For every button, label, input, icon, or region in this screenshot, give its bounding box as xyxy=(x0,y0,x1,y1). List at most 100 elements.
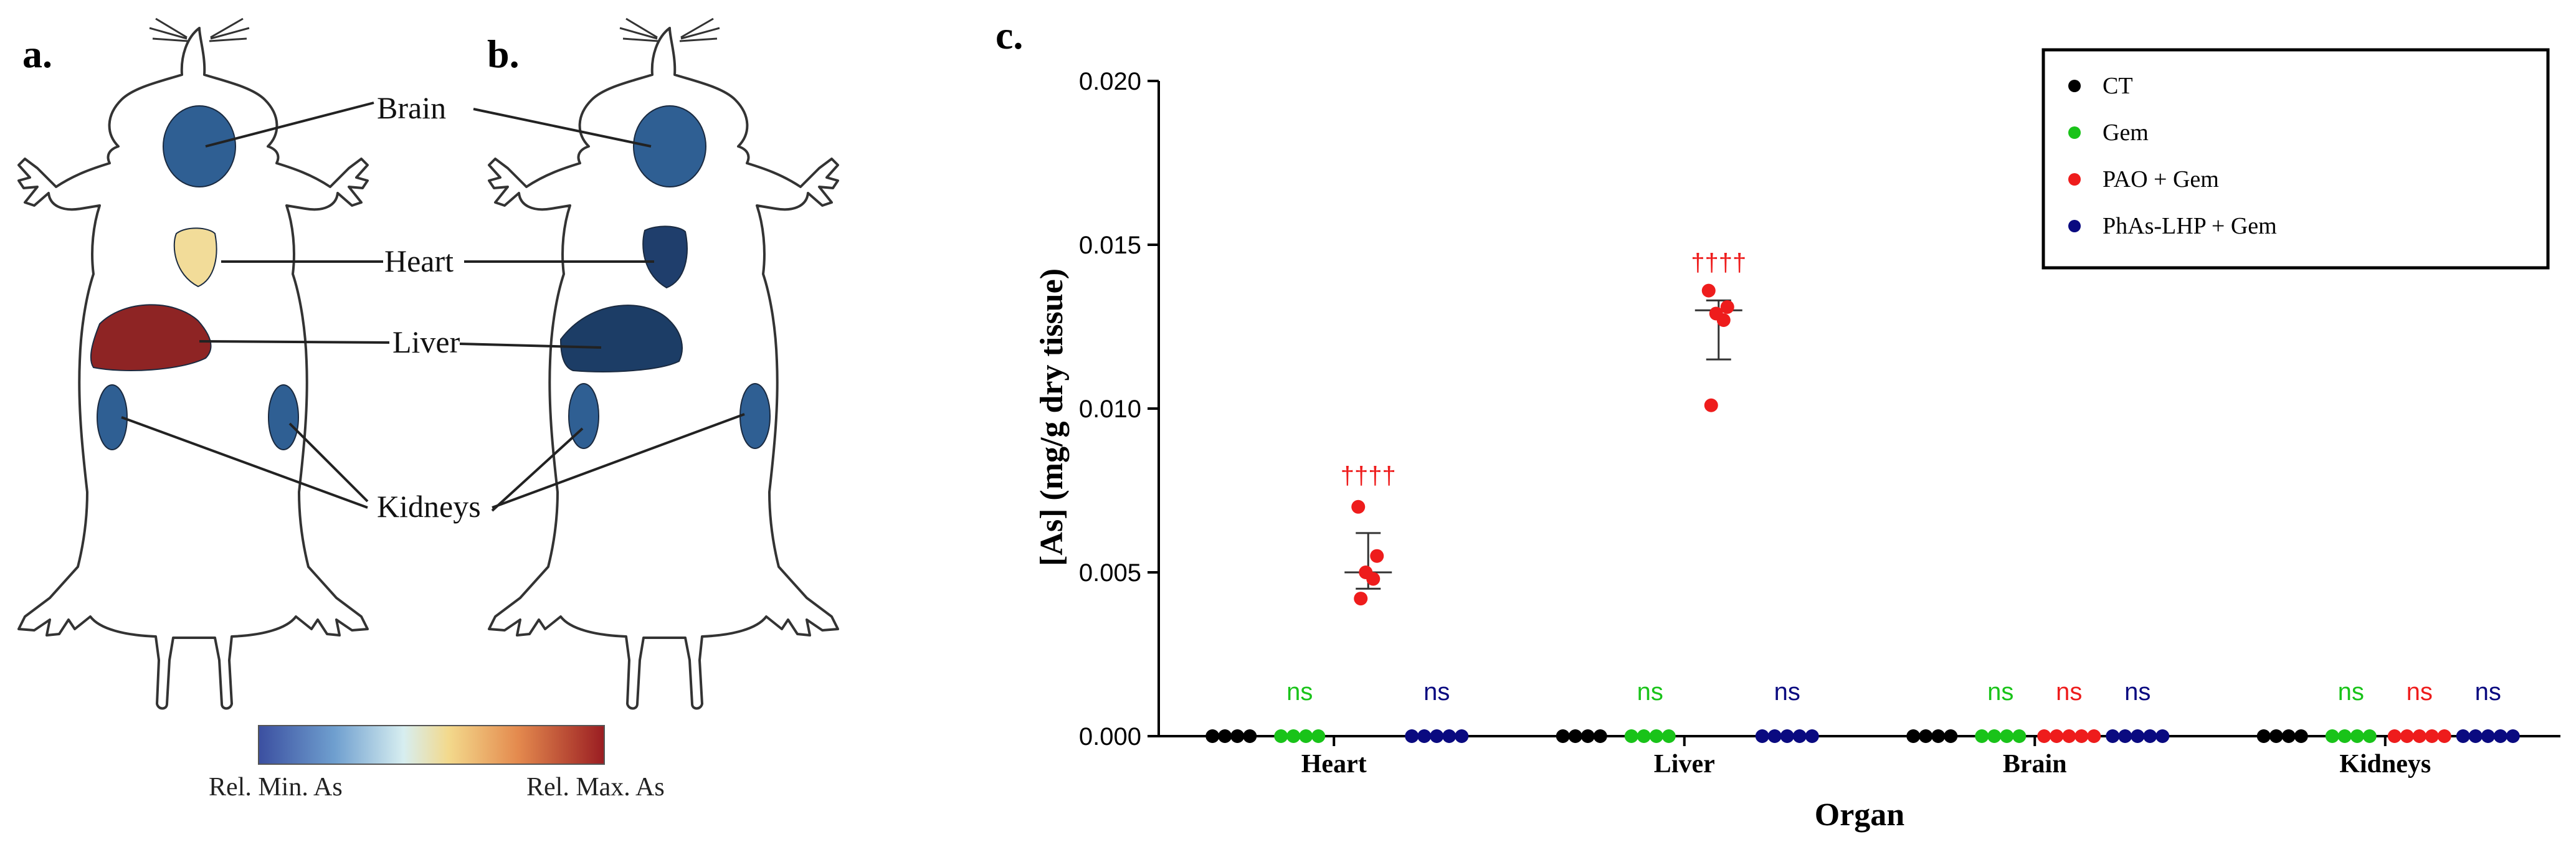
panel-label-c: c. xyxy=(996,13,1024,57)
x-category-label: Brain xyxy=(2003,750,2067,779)
mouse-b-organs xyxy=(559,105,771,449)
data-point xyxy=(1637,729,1651,743)
data-point xyxy=(2468,729,2483,743)
mouse-a-right-kidney-icon xyxy=(268,384,299,450)
data-point xyxy=(2256,729,2271,743)
y-axis-title: [As] (mg/g dry tissue) xyxy=(1034,268,1070,566)
data-point xyxy=(1975,729,1989,743)
data-point xyxy=(1701,283,1716,298)
mouse-illustrations: Brain Heart Liver Kidneys xyxy=(17,17,839,765)
mouse-b-heart-icon xyxy=(642,225,688,289)
mouse-b-left-kidney-icon xyxy=(568,383,599,449)
organ-label-brain: Brain xyxy=(377,90,446,125)
data-point xyxy=(1455,729,1469,743)
data-point xyxy=(1704,398,1718,412)
significance-label: ns xyxy=(1987,678,2013,706)
data-point xyxy=(1805,729,1819,743)
legend-label: CT xyxy=(2103,73,2133,99)
data-point xyxy=(2493,729,2507,743)
significance-label: †††† xyxy=(1691,249,1746,277)
data-point xyxy=(2155,729,2170,743)
legend-label: PhAs-LHP + Gem xyxy=(2103,213,2277,239)
significance-label: ns xyxy=(2338,678,2364,706)
data-point xyxy=(2062,729,2076,743)
legend-marker xyxy=(2068,173,2081,186)
data-point xyxy=(2481,729,2495,743)
y-tick-label: 0.000 xyxy=(1079,723,1141,750)
data-point xyxy=(1351,499,1366,514)
significance-label: ns xyxy=(1286,678,1313,706)
data-point xyxy=(2087,729,2101,743)
significance-label: ns xyxy=(1423,678,1450,706)
data-point xyxy=(2425,729,2439,743)
data-point xyxy=(1442,729,1457,743)
data-point xyxy=(1274,729,1288,743)
organ-label-heart: Heart xyxy=(384,244,454,278)
data-point xyxy=(1767,729,1782,743)
data-point xyxy=(2118,729,2132,743)
data-point xyxy=(2456,729,2470,743)
data-point xyxy=(1709,306,1723,321)
y-tick-label: 0.020 xyxy=(1079,68,1141,95)
data-point xyxy=(1370,549,1384,563)
data-point xyxy=(1230,729,1245,743)
data-point xyxy=(2075,729,2089,743)
colorbar-max-label: Rel. Max. As xyxy=(526,773,665,802)
significance-label: ns xyxy=(1637,678,1663,706)
data-point xyxy=(2400,729,2414,743)
y-tick-label: 0.010 xyxy=(1079,395,1141,423)
significance-annotations: ns ns †††† ns ns †††† ns ns ns ns ns ns xyxy=(1286,249,2501,706)
mouse-b-right-kidney-icon xyxy=(739,383,771,449)
data-point xyxy=(1755,729,1769,743)
x-axis-title: Organ xyxy=(1815,797,1905,833)
y-axis: 0.000 0.005 0.010 0.015 0.020 xyxy=(1079,68,1160,750)
data-point xyxy=(1218,729,1232,743)
data-point xyxy=(2350,729,2364,743)
colorbar xyxy=(258,725,605,765)
panel-label-a: a. xyxy=(22,32,52,76)
y-tick-label: 0.005 xyxy=(1079,559,1141,587)
data-point xyxy=(1624,729,1638,743)
organ-leader-lines xyxy=(121,102,745,512)
data-point xyxy=(1580,729,1595,743)
mouse-a-silhouette xyxy=(17,17,369,710)
error-bars xyxy=(1344,299,1742,590)
organ-label-liver: Liver xyxy=(392,324,460,359)
mouse-a-brain-icon xyxy=(163,105,236,187)
y-tick-label: 0.015 xyxy=(1079,232,1141,259)
data-point xyxy=(1417,729,1432,743)
mouse-b-brain-icon xyxy=(633,105,706,187)
data-point xyxy=(1286,729,1301,743)
mouse-a-liver-icon xyxy=(90,304,212,371)
data-point xyxy=(1568,729,1582,743)
data-point xyxy=(1780,729,1794,743)
data-point xyxy=(2000,729,2014,743)
x-category-label: Liver xyxy=(1654,750,1715,779)
significance-label: ns xyxy=(1774,678,1800,706)
legend-marker xyxy=(2068,220,2081,232)
data-point xyxy=(2362,729,2377,743)
data-point xyxy=(1661,729,1676,743)
mouse-b-silhouette xyxy=(488,17,839,710)
organ-label-kidneys: Kidneys xyxy=(377,489,481,524)
legend: CT Gem PAO + Gem PhAs-LHP + Gem xyxy=(2041,48,2550,270)
data-point xyxy=(2012,729,2027,743)
data-point xyxy=(1906,729,1921,743)
data-point xyxy=(1593,729,1607,743)
data-point xyxy=(2037,729,2051,743)
data-point xyxy=(2131,729,2145,743)
legend-label: PAO + Gem xyxy=(2103,166,2219,192)
data-point xyxy=(1430,729,1444,743)
legend-box xyxy=(2041,48,2550,270)
data-point xyxy=(1205,729,1220,743)
data-point xyxy=(2269,729,2283,743)
data-point xyxy=(1243,729,1257,743)
mouse-b-liver-icon xyxy=(559,305,683,372)
x-category-label: Kidneys xyxy=(2339,750,2431,779)
data-point xyxy=(2337,729,2352,743)
data-point xyxy=(1405,729,1419,743)
data-point xyxy=(1556,729,1570,743)
data-point xyxy=(1919,729,1933,743)
arsenic-dot-plot: 0.000 0.005 0.010 0.015 0.020 Heart Liver Brai… xyxy=(1034,48,2560,833)
significance-label: ns xyxy=(2475,678,2501,706)
